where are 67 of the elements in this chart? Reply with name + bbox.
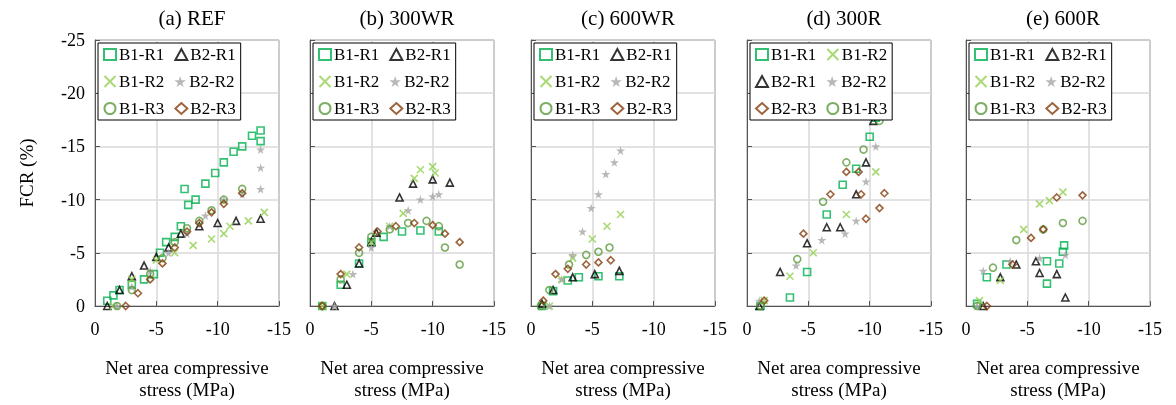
x-tick-label: 0 [526, 319, 536, 339]
legend-label: B1-R1 [771, 45, 817, 64]
x-tick-label: -10 [1076, 319, 1101, 339]
x-tick-label: -10 [857, 319, 882, 339]
chart-title: (e) 600R [1025, 5, 1101, 30]
legend-label: B1-R3 [334, 99, 380, 118]
legend-label: B2-R3 [771, 99, 817, 118]
y-tick-label: -15 [61, 136, 85, 157]
x-tick-label: -15 [267, 319, 291, 339]
x-axis-title: Net area compressive stress (MPa) [757, 356, 921, 401]
x-tick-label: -5 [363, 319, 379, 339]
legend-label: B2-R2 [189, 72, 235, 91]
legend-label: B1-R3 [555, 99, 601, 118]
legend-label: B1-R3 [119, 99, 165, 118]
legend-label: B2-R3 [626, 99, 672, 118]
legend-label: B2-R2 [625, 72, 671, 91]
x-tick-label: -10 [205, 319, 230, 339]
x-tick-label: -15 [482, 319, 506, 339]
legend-label: B2-R1 [190, 45, 236, 64]
legend-label: B2-R2 [404, 72, 450, 91]
x-tick-label: -5 [584, 319, 600, 339]
x-tick-label: -5 [800, 319, 816, 339]
x-tick-label: 0 [305, 319, 315, 339]
legend-label: B1-R1 [334, 45, 380, 64]
chart-title: (b) 300WR [359, 5, 455, 30]
x-tick-label: -15 [1138, 319, 1162, 339]
legend-label: B1-R1 [990, 45, 1036, 64]
y-tick-label: -10 [61, 189, 85, 210]
legend-label: B1-R2 [555, 72, 601, 91]
legend-label: B2-R2 [1060, 72, 1106, 91]
chart-title: (c) 600WR [581, 5, 675, 30]
legend-label: B1-R2 [334, 72, 380, 91]
legend-label: B2-R3 [1061, 99, 1107, 118]
x-axis-title: Net area compressive stress (MPa) [105, 356, 269, 401]
y-tick-label: -5 [70, 242, 85, 263]
x-tick-label: -10 [420, 319, 445, 339]
legend-label: B2-R2 [841, 72, 887, 91]
x-tick-label: -5 [148, 319, 164, 339]
legend-label: B2-R3 [405, 99, 451, 118]
y-tick-label: 0 [76, 296, 85, 316]
legend-label: B1-R1 [119, 45, 165, 64]
y-tick-label: -20 [61, 83, 85, 104]
legend-label: B2-R1 [771, 72, 817, 91]
x-axis-title: Net area compressive stress (MPa) [541, 356, 705, 401]
y-tick-label: -25 [61, 30, 85, 50]
x-axis-title: Net area compressive stress (MPa) [320, 356, 484, 401]
legend-label: B2-R1 [1061, 45, 1107, 64]
legend-label: B1-R3 [990, 99, 1036, 118]
x-tick-label: 0 [742, 319, 752, 339]
legend-label: B1-R1 [555, 45, 601, 64]
x-tick-label: -10 [641, 319, 666, 339]
x-axis-title: Net area compressive stress (MPa) [976, 356, 1140, 401]
x-tick-label: 0 [961, 319, 971, 339]
legend-label: B2-R1 [626, 45, 672, 64]
x-tick-label: 0 [90, 319, 100, 339]
legend-label: B1-R2 [990, 72, 1036, 91]
legend-label: B2-R1 [405, 45, 451, 64]
x-tick-label: -15 [919, 319, 943, 339]
x-tick-label: -5 [1019, 319, 1035, 339]
legend-label: B1-R2 [119, 72, 165, 91]
legend-label: B1-R2 [841, 45, 888, 64]
chart-title: (d) 300R [806, 5, 882, 30]
y-axis-title: FCR (%) [15, 138, 38, 208]
legend-label: B1-R3 [841, 99, 888, 118]
x-tick-label: -15 [703, 319, 727, 339]
chart-title: (a) REF [158, 5, 226, 30]
legend-label: B2-R3 [190, 99, 236, 118]
